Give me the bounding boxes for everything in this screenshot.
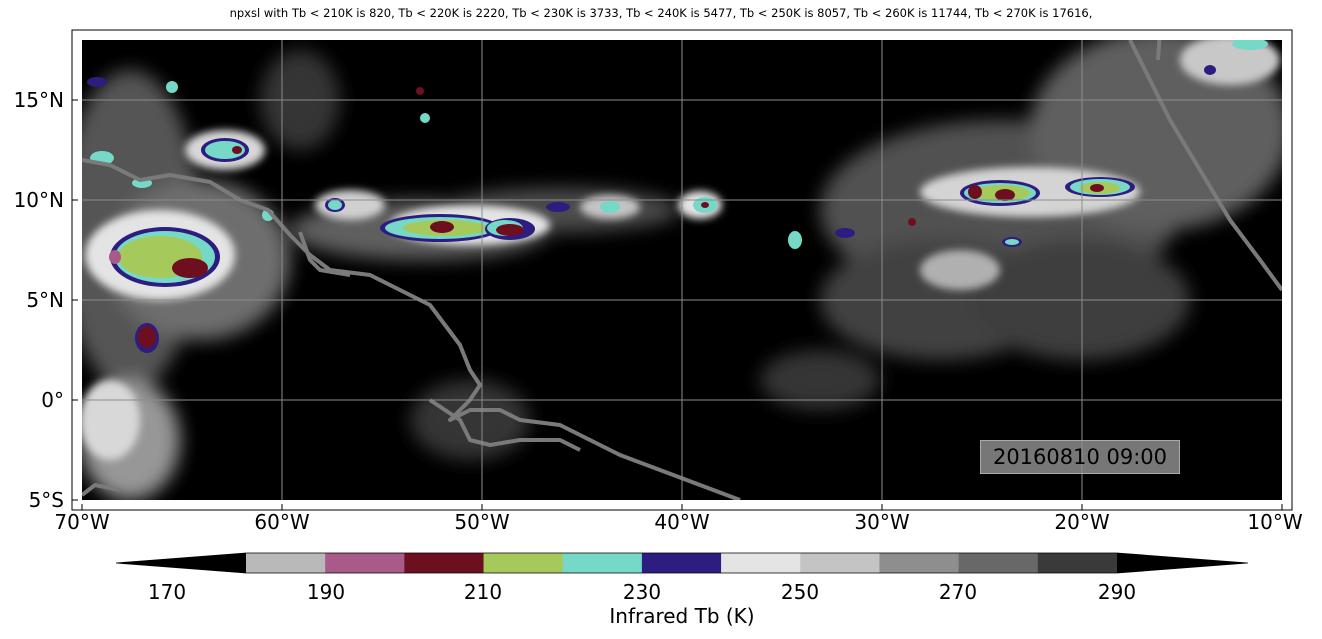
y-tick-label: 5°S — [28, 488, 64, 512]
colorbar-segment — [483, 553, 564, 573]
cloud-field — [82, 40, 1282, 500]
x-tick-label: 30°W — [854, 510, 910, 534]
x-tick-label: 40°W — [654, 510, 710, 534]
colorbar-extend-high — [1117, 553, 1248, 573]
colorbar-tick-label: 190 — [306, 580, 346, 604]
colorbar-tick-label: 170 — [147, 580, 187, 604]
colorbar-segment — [721, 553, 801, 573]
colorbar-tick-label: 230 — [622, 580, 662, 604]
colorbar-segment — [800, 553, 880, 573]
gridlines — [82, 40, 1282, 500]
colorbar-tick-label: 270 — [938, 580, 978, 604]
y-tick-label: 10°N — [13, 188, 64, 212]
colorbar-segment — [641, 553, 722, 573]
x-tick-label: 20°W — [1054, 510, 1110, 534]
colorbar-segment — [246, 553, 326, 573]
colorbar-tick-label: 250 — [780, 580, 820, 604]
colorbar — [115, 552, 1249, 574]
colorbar-outline — [115, 552, 1249, 574]
x-tick-label: 50°W — [454, 510, 510, 534]
y-tick-label: 0° — [41, 388, 64, 412]
x-tick-label: 10°W — [1247, 510, 1303, 534]
y-tick-label: 5°N — [26, 288, 64, 312]
colorbar-extend-low — [116, 553, 246, 573]
colorbar-tick-label: 290 — [1097, 580, 1137, 604]
colorbar-segment — [404, 553, 485, 573]
colorbar-tick-label: 210 — [463, 580, 503, 604]
colorbar-segment — [958, 553, 1039, 573]
x-tick-label: 70°W — [54, 510, 110, 534]
colorbar-segment — [562, 553, 643, 573]
colorbar-segment — [1037, 553, 1118, 573]
colorbar-label: Infrared Tb (K) — [609, 604, 755, 628]
tick-marks — [72, 99, 1283, 510]
colorbar-segment — [325, 553, 405, 573]
chart-title: npxsl with Tb < 210K is 820, Tb < 220K i… — [229, 6, 1093, 20]
colorbar-segment — [879, 553, 960, 573]
y-tick-label: 15°N — [13, 88, 64, 112]
timestamp-label: 20160810 09:00 — [980, 440, 1180, 474]
x-tick-label: 60°W — [254, 510, 310, 534]
